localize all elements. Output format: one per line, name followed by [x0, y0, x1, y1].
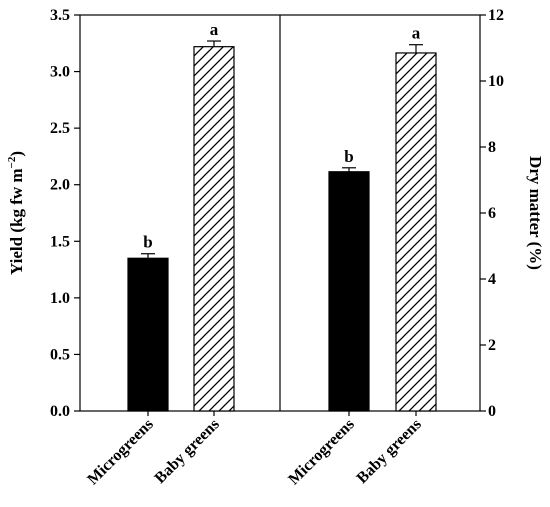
category-label: Microgreens [285, 416, 358, 489]
left-y-axis: 0.0 0.5 1.0 1.5 2.0 2.5 3.0 3.5 [50, 7, 80, 420]
left-y-axis-title: Yield (kg fw m−2) [6, 151, 26, 275]
bar [395, 52, 437, 412]
y-tick-label: 8 [488, 139, 496, 156]
y-tick-label: 0.0 [50, 403, 70, 420]
right-y-axis-title: Dry matter (%) [526, 156, 545, 270]
significance-letter: b [344, 147, 353, 166]
bars-group: b a b a [127, 20, 437, 412]
bar [127, 257, 169, 412]
category-label: Microgreens [84, 416, 157, 489]
y-tick-label: 2.0 [50, 177, 70, 194]
y-tick-label: 3.0 [50, 64, 70, 81]
category-label: Baby greens [152, 416, 223, 487]
y-tick-label: 2 [488, 337, 496, 354]
significance-letter: b [143, 233, 152, 252]
y-tick-label: 0.5 [50, 346, 70, 363]
y-tick-label: 1.0 [50, 290, 70, 307]
y-tick-label: 12 [488, 7, 504, 24]
y-tick-label: 2.5 [50, 120, 70, 137]
right-y-axis: 0 2 4 6 8 10 12 [480, 7, 504, 420]
category-label: Baby greens [354, 416, 425, 487]
y-tick-label: 4 [488, 271, 496, 288]
y-tick-label: 6 [488, 205, 496, 222]
y-tick-label: 1.5 [50, 233, 70, 250]
significance-letter: a [210, 20, 219, 39]
y-tick-label: 0 [488, 403, 496, 420]
y-tick-label: 3.5 [50, 7, 70, 24]
y-tick-label: 10 [488, 73, 504, 90]
bar [193, 46, 235, 412]
bar [328, 171, 370, 412]
significance-letter: a [412, 24, 421, 43]
